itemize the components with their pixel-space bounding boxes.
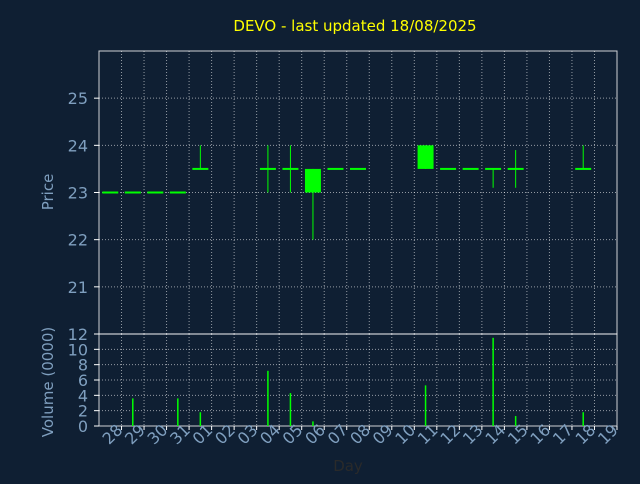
price-candle bbox=[259, 145, 276, 193]
volume-bar bbox=[582, 412, 584, 426]
volume-bar bbox=[424, 385, 427, 426]
volume-axis-label: Volume (0000) bbox=[39, 327, 57, 437]
price-candle bbox=[327, 167, 344, 170]
candle-body bbox=[259, 167, 276, 170]
price-panel: 21 22 23 24 25 bbox=[68, 50, 618, 335]
price-tick-label: 24 bbox=[68, 136, 88, 155]
volume-tick-label: 10 bbox=[68, 340, 88, 359]
price-candle bbox=[169, 191, 186, 194]
volume-tick-label: 4 bbox=[78, 386, 88, 405]
price-candle bbox=[192, 145, 209, 170]
volume-tick-label: 12 bbox=[68, 325, 88, 344]
price-candle bbox=[282, 145, 299, 193]
candle-body bbox=[192, 167, 209, 170]
volume-tick-label: 6 bbox=[78, 371, 88, 390]
price-candle bbox=[485, 167, 502, 188]
price-candle bbox=[417, 145, 434, 169]
volume-bar bbox=[132, 398, 134, 426]
price-tick-label: 22 bbox=[68, 231, 88, 250]
volume-bar bbox=[199, 412, 202, 426]
price-candle bbox=[507, 150, 524, 188]
price-candle bbox=[147, 191, 164, 194]
price-tick-label: 23 bbox=[68, 184, 88, 203]
candle-body bbox=[440, 167, 457, 170]
volume-bar bbox=[492, 337, 494, 426]
candle-body bbox=[350, 167, 366, 170]
candle-body bbox=[102, 191, 119, 194]
price-tick-label: 25 bbox=[68, 89, 88, 108]
price-candle bbox=[124, 191, 141, 194]
candle-body bbox=[485, 167, 502, 170]
x-axis-label: Day bbox=[333, 457, 363, 475]
volume-bar bbox=[177, 398, 179, 426]
volume-frame bbox=[98, 333, 618, 427]
price-candle bbox=[102, 191, 119, 194]
volume-bar bbox=[267, 370, 269, 426]
candle-body bbox=[507, 167, 524, 170]
candle-body bbox=[169, 191, 186, 194]
price-candle bbox=[440, 167, 457, 170]
candle-body bbox=[304, 168, 321, 193]
price-candle bbox=[350, 167, 366, 170]
price-candle bbox=[304, 168, 321, 240]
candle-body bbox=[282, 167, 299, 170]
volume-tick-label: 2 bbox=[78, 402, 88, 421]
volume-bar bbox=[289, 393, 292, 426]
volume-bar bbox=[514, 416, 517, 426]
volume-tick-label: 8 bbox=[78, 356, 88, 375]
candle-body bbox=[575, 167, 592, 170]
price-axis-label: Price bbox=[39, 174, 57, 211]
candle-body bbox=[417, 145, 434, 169]
volume-bar bbox=[312, 421, 314, 426]
price-tick-label: 21 bbox=[68, 278, 88, 297]
chart-title: DEVO - last updated 18/08/2025 bbox=[233, 17, 476, 35]
candle-body bbox=[327, 167, 344, 170]
price-candle bbox=[462, 167, 479, 170]
price-candle bbox=[575, 145, 592, 170]
volume-tick-label: 0 bbox=[78, 417, 88, 436]
candle-body bbox=[147, 191, 164, 194]
candle-body bbox=[124, 191, 141, 194]
candle-body bbox=[462, 167, 479, 170]
